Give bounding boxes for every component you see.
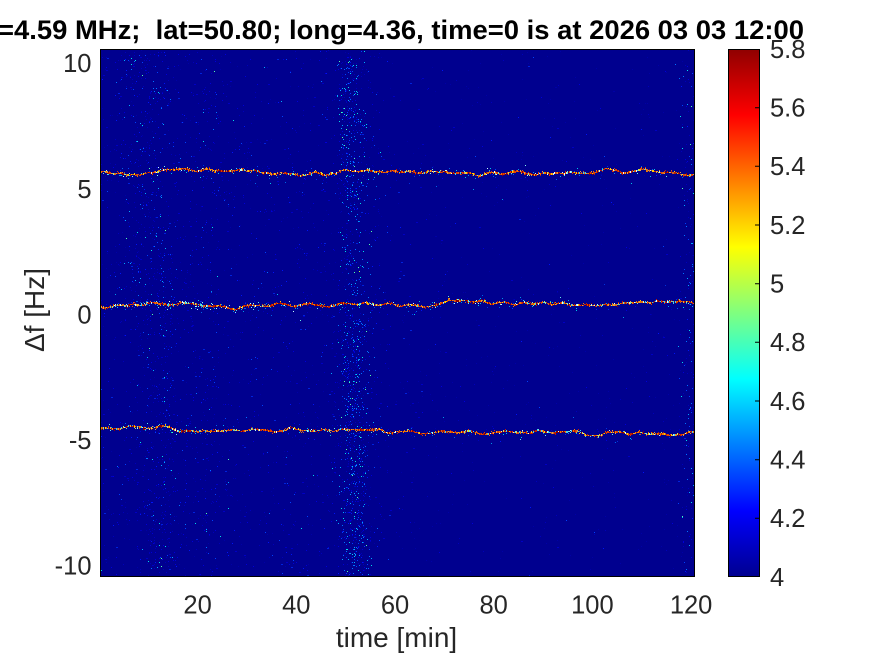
svg-text:4.4: 4.4 bbox=[770, 447, 805, 475]
svg-text:5.6: 5.6 bbox=[770, 95, 805, 123]
svg-text:5.2: 5.2 bbox=[770, 212, 805, 240]
svg-text:40: 40 bbox=[282, 591, 310, 619]
svg-text:Δf [Hz]: Δf [Hz] bbox=[19, 268, 50, 352]
svg-text:0: 0 bbox=[77, 301, 91, 329]
svg-text:5: 5 bbox=[77, 176, 91, 204]
svg-text:5: 5 bbox=[770, 271, 784, 299]
svg-text:120: 120 bbox=[670, 591, 713, 619]
svg-text:5.8: 5.8 bbox=[770, 36, 805, 64]
svg-text:time [min]: time [min] bbox=[336, 622, 457, 653]
svg-text:60: 60 bbox=[381, 591, 409, 619]
svg-text:4.8: 4.8 bbox=[770, 329, 805, 357]
svg-text:100: 100 bbox=[571, 591, 614, 619]
svg-text:4.2: 4.2 bbox=[770, 505, 805, 533]
svg-text:-5: -5 bbox=[69, 427, 92, 455]
svg-text:-10: -10 bbox=[55, 553, 92, 581]
svg-text:5.4: 5.4 bbox=[770, 153, 805, 181]
svg-text:80: 80 bbox=[480, 591, 508, 619]
svg-text:=4.59 MHz; lat=50.80; long=4.: =4.59 MHz; lat=50.80; long=4.36, time=0 … bbox=[0, 15, 804, 45]
svg-text:4: 4 bbox=[770, 564, 784, 592]
svg-text:10: 10 bbox=[63, 50, 91, 78]
svg-text:4.6: 4.6 bbox=[770, 388, 805, 416]
svg-text:20: 20 bbox=[183, 591, 211, 619]
